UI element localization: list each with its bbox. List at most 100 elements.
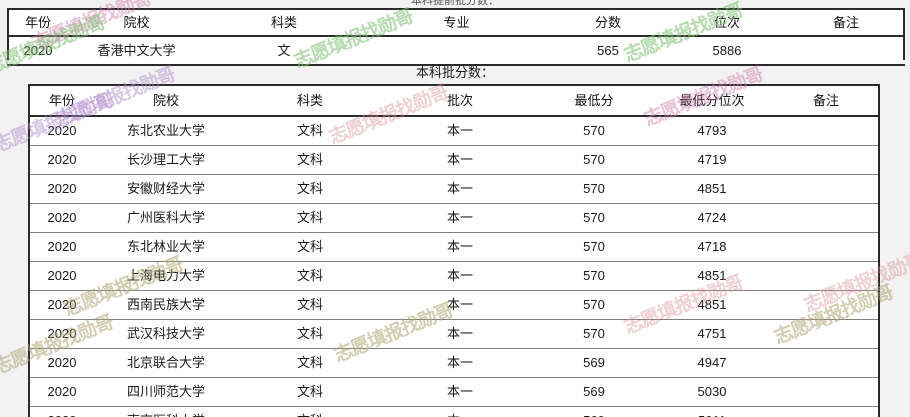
cell-min-score: 570: [536, 290, 652, 320]
cell-year: 2020: [28, 319, 96, 349]
cell-note: [772, 319, 880, 349]
table1-col-school: 院校: [69, 8, 204, 37]
cell-note: [772, 261, 880, 291]
cell-batch: 本一: [384, 174, 536, 204]
cell-year: 2020: [28, 348, 96, 378]
cell-school: 四川师范大学: [96, 377, 236, 407]
cell-min-rank: 4793: [652, 116, 772, 146]
cell-school: 安徽财经大学: [96, 174, 236, 204]
cell-category: 文科: [236, 377, 384, 407]
cell-category: 文: [204, 36, 364, 66]
table-row[interactable]: 2020 东北林业大学 文科 本一 570 4718: [28, 232, 880, 262]
cell-category: 文科: [236, 319, 384, 349]
table-row[interactable]: 2020 西南民族大学 文科 本一 570 4851: [28, 290, 880, 320]
cell-batch: 本一: [384, 203, 536, 233]
table-row[interactable]: 2020 四川师范大学 文科 本一 569 5030: [28, 377, 880, 407]
table1-col-year: 年份: [7, 8, 69, 37]
table1-col-category: 科类: [204, 8, 364, 37]
cell-note: [772, 377, 880, 407]
cell-year: 2020: [28, 203, 96, 233]
cell-category: 文科: [236, 348, 384, 378]
table-row[interactable]: 2020南京医科大学文科本一5695011: [28, 406, 880, 417]
cell-school: 广州医科大学: [96, 203, 236, 233]
table1-frame-left: [7, 8, 9, 60]
cell-year: 2020: [28, 232, 96, 262]
cell-year: 2020: [28, 261, 96, 291]
cell-batch: 本一: [384, 319, 536, 349]
cell-year: 2020: [28, 145, 96, 175]
cell-category: 文科: [236, 174, 384, 204]
cell-note: [772, 145, 880, 175]
table1-frame-right: [903, 8, 905, 60]
table2-col-min-score: 最低分: [536, 84, 652, 117]
cell-min-rank: 5011: [652, 406, 772, 417]
table-row[interactable]: 2020 广州医科大学 文科 本一 570 4724: [28, 203, 880, 233]
cell-school: 武汉科技大学: [96, 319, 236, 349]
advance-batch-score-table: 年份 院校 科类 专业 分数 位次 备注 2020 香港中文大学 文 565 5…: [7, 8, 905, 66]
table1-col-note: 备注: [787, 8, 905, 37]
cell-min-rank: 4851: [652, 290, 772, 320]
cell-min-rank: 4751: [652, 319, 772, 349]
cell-year: 2020: [28, 290, 96, 320]
cell-min-score: 570: [536, 116, 652, 146]
cell-category: 文科: [236, 203, 384, 233]
cell-min-score: 570: [536, 319, 652, 349]
cell-min-score: 570: [536, 174, 652, 204]
cell-year: 2020: [28, 377, 96, 407]
cell-major: [364, 36, 549, 66]
cell-min-rank: 4724: [652, 203, 772, 233]
cell-category: 文科: [236, 232, 384, 262]
cell-min-score: 570: [536, 145, 652, 175]
cell-note: [772, 232, 880, 262]
cell-school: 北京联合大学: [96, 348, 236, 378]
cell-score: 565: [549, 36, 667, 66]
table-row[interactable]: 2020 上海电力大学 文科 本一 570 4851: [28, 261, 880, 291]
table2-col-batch: 批次: [384, 84, 536, 117]
cell-note: [772, 406, 880, 417]
cell-batch: 本一: [384, 377, 536, 407]
table-row[interactable]: 2020 北京联合大学 文科 本一 569 4947: [28, 348, 880, 378]
cell-school: 西南民族大学: [96, 290, 236, 320]
cell-note: [772, 174, 880, 204]
table2-frame-left: [28, 84, 30, 417]
cell-category: 文科: [236, 261, 384, 291]
table2-col-school: 院校: [96, 84, 236, 117]
cell-batch: 本一: [384, 261, 536, 291]
table2-col-category: 科类: [236, 84, 384, 117]
table1-header-row: 年份 院校 科类 专业 分数 位次 备注: [7, 8, 905, 37]
table-row[interactable]: 2020 东北农业大学 文科 本一 570 4793: [28, 116, 880, 146]
cell-year: 2020: [7, 36, 69, 66]
table-row[interactable]: 2020 安徽财经大学 文科 本一 570 4851: [28, 174, 880, 204]
cell-batch: 本一: [384, 232, 536, 262]
cell-school: 香港中文大学: [69, 36, 204, 66]
table-row[interactable]: 2020 香港中文大学 文 565 5886: [7, 36, 905, 66]
cell-year: 2020: [28, 406, 96, 417]
cell-min-rank: 4719: [652, 145, 772, 175]
table1-col-major: 专业: [364, 8, 549, 37]
cropped-top-text-label: 本科提前批分数：: [0, 0, 910, 5]
cell-min-score: 569: [536, 348, 652, 378]
cell-batch: 本一: [384, 116, 536, 146]
cell-min-rank: 5030: [652, 377, 772, 407]
table2-col-year: 年份: [28, 84, 96, 117]
cell-school: 南京医科大学: [96, 406, 236, 417]
cell-rank: 5886: [667, 36, 787, 66]
table1-col-score: 分数: [549, 8, 667, 37]
table-row[interactable]: 2020 武汉科技大学 文科 本一 570 4751: [28, 319, 880, 349]
cell-batch: 本一: [384, 290, 536, 320]
cell-batch: 本一: [384, 406, 536, 417]
cell-batch: 本一: [384, 348, 536, 378]
cell-min-rank: 4947: [652, 348, 772, 378]
cell-note: [772, 203, 880, 233]
cell-category: 文科: [236, 290, 384, 320]
section-caption: 本科批分数：: [415, 65, 494, 80]
cell-school: 东北农业大学: [96, 116, 236, 146]
cell-school: 东北林业大学: [96, 232, 236, 262]
cell-note: [787, 36, 905, 66]
cell-school: 长沙理工大学: [96, 145, 236, 175]
cell-note: [772, 116, 880, 146]
cell-category: 文科: [236, 145, 384, 175]
table-row[interactable]: 2020 长沙理工大学 文科 本一 570 4719: [28, 145, 880, 175]
table2-col-min-rank: 最低分位次: [652, 84, 772, 117]
